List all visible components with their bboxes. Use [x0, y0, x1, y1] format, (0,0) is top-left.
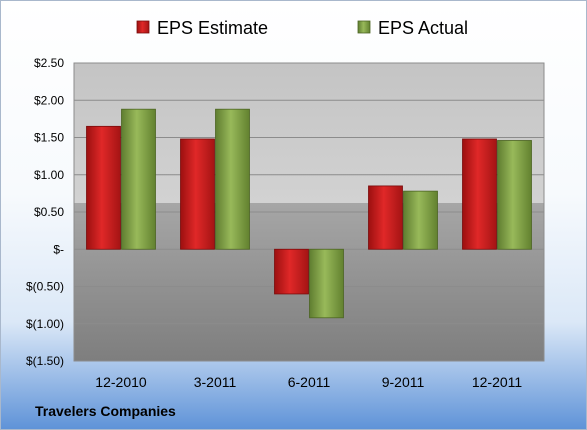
y-tick-label: $(0.50): [26, 280, 64, 294]
x-category-label: 12-2010: [95, 374, 147, 390]
bar-eps-estimate: [274, 248, 309, 295]
legend-swatch-actual: [357, 20, 371, 34]
x-category-label: 12-2011: [472, 374, 523, 390]
bar-eps-actual: [121, 108, 156, 250]
x-category-label: 6-2011: [288, 374, 331, 390]
x-category-label: 3-2011: [194, 374, 237, 390]
x-axis-labels: 12-2010 3-2011 6-2011 9-2011 12-2011: [95, 374, 522, 390]
legend-label-estimate: EPS Estimate: [157, 18, 268, 38]
y-tick-label: $0.50: [34, 205, 64, 219]
y-tick-label: $2.50: [34, 56, 64, 70]
bar-eps-actual: [497, 140, 532, 250]
y-axis-ticks: $2.50 $2.00 $1.50 $1.00 $0.50 $- $(0.50) $(1.00…: [26, 56, 64, 368]
legend-swatch-estimate: [136, 20, 150, 34]
bar-eps-estimate: [86, 125, 121, 250]
y-tick-label: $2.00: [34, 93, 64, 107]
bar-eps-estimate: [462, 138, 497, 250]
y-tick-label: $(1.50): [26, 354, 64, 368]
bar-eps-estimate: [368, 185, 403, 250]
bars: [86, 108, 532, 319]
y-tick-label: $-: [53, 242, 64, 256]
company-name: Travelers Companies: [35, 403, 176, 419]
y-tick-label: $1.50: [34, 131, 64, 145]
x-category-label: 9-2011: [382, 374, 425, 390]
bar-eps-actual: [215, 108, 250, 250]
legend-label-actual: EPS Actual: [378, 18, 468, 38]
bar-eps-actual: [403, 190, 438, 250]
bar-eps-estimate: [180, 138, 215, 250]
legend: EPS Estimate EPS Actual: [136, 18, 468, 38]
bar-eps-actual: [309, 248, 344, 319]
y-tick-label: $1.00: [34, 168, 64, 182]
y-tick-label: $(1.00): [26, 317, 64, 331]
